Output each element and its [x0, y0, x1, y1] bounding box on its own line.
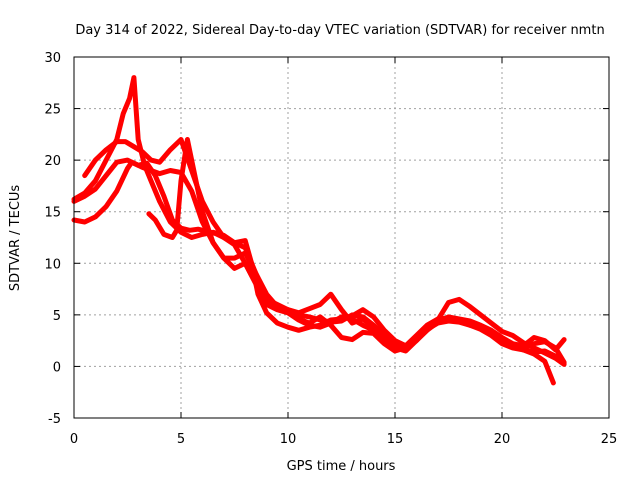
series-line-track-5 — [146, 137, 567, 367]
chart-title: Day 314 of 2022, Sidereal Day-to-day VTE… — [75, 23, 604, 38]
y-tick-label: 30 — [44, 51, 61, 66]
x-tick-label: 25 — [601, 432, 618, 447]
x-tick-label: 0 — [70, 432, 78, 447]
y-tick-label: 20 — [44, 154, 61, 169]
data-series — [71, 75, 567, 386]
grid-lines — [74, 57, 609, 418]
y-tick-label: 0 — [53, 360, 61, 375]
x-tick-label: 5 — [177, 432, 185, 447]
y-tick-label: 25 — [44, 103, 61, 118]
y-tick-labels: -5 0 5 10 15 20 25 30 — [44, 51, 61, 427]
y-tick-label: 5 — [53, 309, 61, 324]
x-axis-label: GPS time / hours — [287, 459, 396, 474]
x-tick-label: 20 — [494, 432, 511, 447]
y-tick-label: -5 — [48, 412, 61, 427]
series-line-track-3 — [71, 75, 567, 353]
plot-frame — [73, 56, 610, 419]
x-tick-label: 15 — [387, 432, 404, 447]
y-tick-label: 15 — [44, 206, 61, 221]
x-tick-label: 10 — [280, 432, 297, 447]
x-tick-labels: 0 5 10 15 20 25 — [70, 432, 617, 447]
y-tick-label: 10 — [44, 257, 61, 272]
axis-ticks — [73, 56, 610, 419]
y-axis-label: SDTVAR / TECUs — [8, 185, 23, 292]
series-line-track-4 — [82, 137, 567, 365]
series-line-track-2 — [71, 159, 556, 386]
